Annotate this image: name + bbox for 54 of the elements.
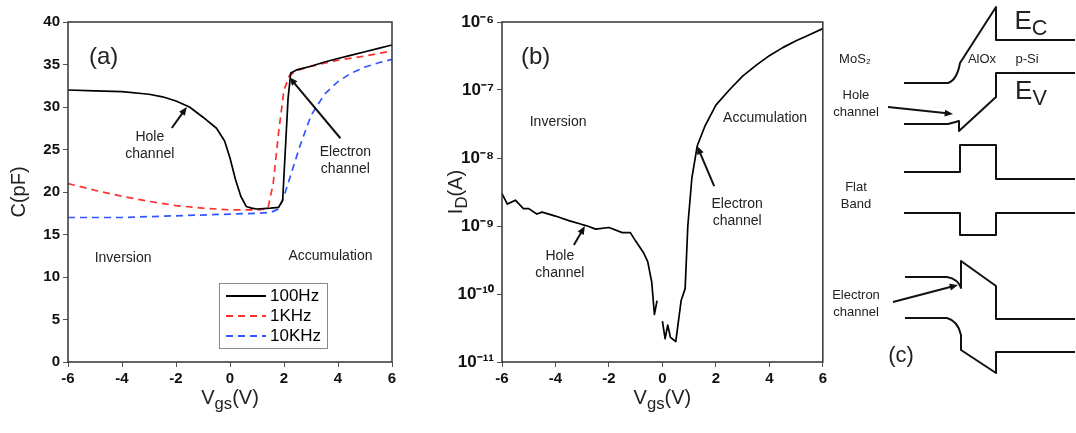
x-axis-title: V$_{gs}$(V) [633, 386, 692, 414]
y-tick-label: 0 [51, 352, 60, 370]
y-axis-title: C(pF) [6, 166, 30, 218]
y-tick-label: 5 [51, 309, 60, 327]
x-tick-label: -6 [61, 369, 75, 387]
x-tick-label: -2 [602, 369, 616, 387]
annotation: Hole channel [535, 247, 585, 281]
text: AlOx [967, 49, 997, 67]
legend-label: 1KHz [270, 306, 312, 326]
y-tick-label: 10⁻⁷ [462, 79, 494, 99]
y-tick-label: 40 [43, 12, 60, 30]
y-tick-label: 20 [43, 182, 60, 200]
y-tick-label: 15 [43, 224, 60, 242]
x-tick-label: -2 [169, 369, 183, 387]
x-tick-label: 0 [658, 369, 667, 387]
annotation: Inversion [529, 112, 587, 130]
text: Electron channel [832, 286, 880, 320]
annotation: Electron channel [319, 143, 372, 178]
x-tick-label: 0 [225, 369, 235, 387]
annotation: Accumulation [288, 246, 373, 264]
x-axis-title: V$_{gs}$(V) [201, 386, 259, 414]
text: MoS₂ [839, 49, 871, 67]
legend-label: 100Hz [270, 286, 320, 306]
annotation: Electron channel [711, 195, 763, 230]
x-tick-label: 2 [279, 369, 289, 387]
y-tick-label: 10⁻¹⁰ [457, 283, 494, 303]
text: Flat Band [840, 178, 872, 212]
y-tick-label: 10⁻⁸ [461, 147, 494, 167]
annotation: (a) [88, 42, 119, 69]
x-tick-label: -6 [495, 369, 509, 387]
y-tick-label: 35 [43, 54, 60, 72]
text: p-Si [1015, 49, 1039, 67]
annotation: Inversion [94, 248, 152, 266]
x-tick-label: 4 [765, 369, 775, 387]
y-tick-label: 25 [43, 139, 60, 157]
x-tick-label: 4 [333, 369, 343, 387]
x-tick-label: 6 [818, 369, 827, 387]
y-tick-label: 10 [43, 267, 60, 285]
x-tick-label: -4 [548, 369, 563, 387]
text: (c) [888, 342, 914, 368]
text: Hole channel [833, 86, 879, 120]
x-tick-label: 6 [387, 369, 397, 387]
legend-label: 10KHz [270, 326, 322, 346]
annotation: Hole channel [125, 128, 175, 162]
x-tick-label: 2 [711, 369, 721, 387]
y-tick-label: 10⁻⁶ [461, 11, 494, 31]
text: E$_{V}$ [1015, 74, 1047, 113]
y-tick-label: 30 [43, 97, 60, 115]
x-tick-label: -4 [115, 369, 130, 387]
y-tick-label: 10⁻⁹ [461, 215, 494, 235]
text: E$_{C}$ [1014, 4, 1048, 43]
y-tick-label: 10⁻¹¹ [457, 351, 495, 371]
annotation: (b) [521, 42, 551, 69]
annotation: Accumulation [723, 108, 808, 126]
